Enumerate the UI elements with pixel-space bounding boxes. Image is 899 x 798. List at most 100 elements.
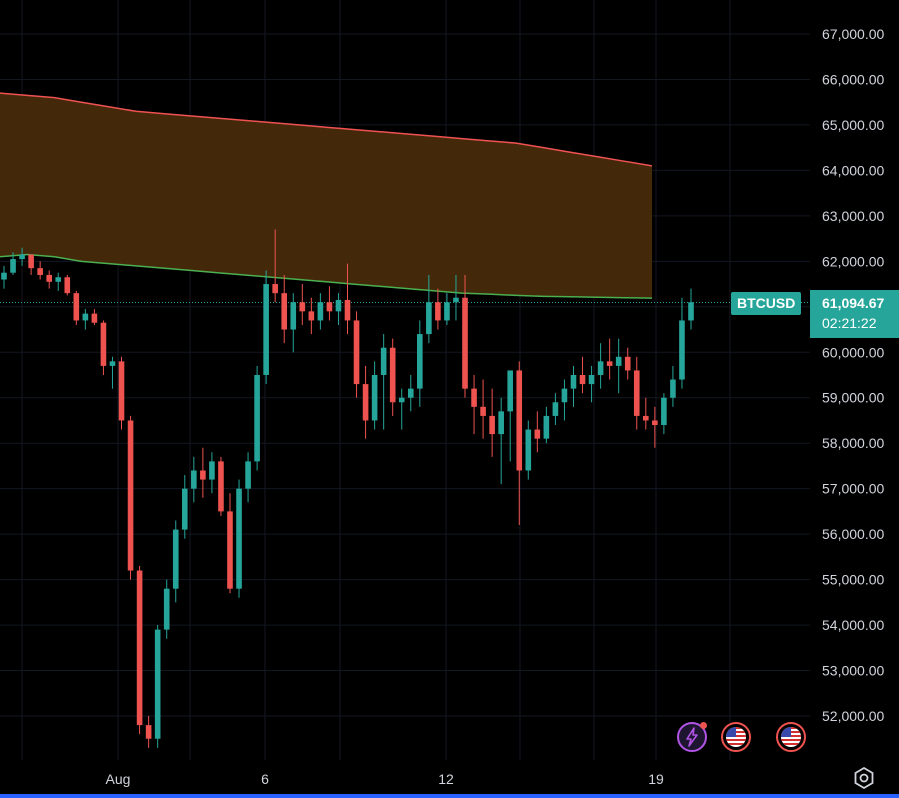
candle-body xyxy=(353,320,360,385)
candle-body xyxy=(597,361,604,375)
time-axis: Aug 6 12 19 xyxy=(106,771,664,787)
candle-body xyxy=(64,277,71,294)
candle-body xyxy=(73,293,80,321)
symbol-badge: BTCUSD xyxy=(731,292,802,315)
candle-body xyxy=(326,302,333,312)
countdown-timer: 02:21:22 xyxy=(822,315,877,331)
lightning-icon[interactable] xyxy=(677,722,707,752)
price-tick-label: 54,000.00 xyxy=(822,617,884,633)
candle-body xyxy=(543,415,550,439)
candle-body xyxy=(670,379,676,398)
candle-body xyxy=(552,402,559,416)
last-price: 61,094.67 xyxy=(822,295,885,311)
candle-body xyxy=(28,254,34,269)
candle-body xyxy=(236,488,242,589)
candle-body xyxy=(570,375,577,389)
candle-body xyxy=(380,347,387,375)
candle-body xyxy=(263,284,269,375)
price-tick-label: 66,000.00 xyxy=(822,71,884,87)
candle-body xyxy=(145,725,152,739)
candle-body xyxy=(335,299,342,312)
candle-body xyxy=(55,277,62,282)
candle-body xyxy=(181,488,188,530)
candle-body xyxy=(317,302,324,321)
date-label: 6 xyxy=(261,771,269,787)
candle-body xyxy=(191,470,197,489)
candle-body xyxy=(254,375,260,462)
candle-body xyxy=(1,272,7,280)
price-tick-label: 62,000.00 xyxy=(822,253,884,269)
price-tick-label: 58,000.00 xyxy=(822,435,884,451)
candle-body xyxy=(82,313,89,321)
candle-body xyxy=(471,388,477,407)
candle-body xyxy=(281,293,288,330)
candle-body xyxy=(299,302,306,312)
candle-body xyxy=(362,384,369,421)
candle-body xyxy=(127,420,134,571)
band-lower-line xyxy=(0,253,653,299)
us-flag-icon[interactable] xyxy=(776,722,806,752)
candle-body xyxy=(37,268,43,275)
price-tick-label: 67,000.00 xyxy=(822,26,884,42)
candle-body xyxy=(91,313,98,323)
price-tick-label: 53,000.00 xyxy=(822,663,884,679)
date-label: Aug xyxy=(106,771,131,787)
date-label: 12 xyxy=(438,771,454,787)
candle-body xyxy=(588,375,595,385)
candle-body xyxy=(561,388,568,403)
price-tick-label: 65,000.00 xyxy=(822,117,884,133)
candle-body xyxy=(209,461,215,480)
candle-body xyxy=(624,356,631,371)
bottom-accent-bar xyxy=(0,794,899,798)
candle-body xyxy=(643,415,649,421)
date-label: 19 xyxy=(648,771,664,787)
candle-body xyxy=(480,406,486,416)
candle-body xyxy=(525,429,532,471)
candle-body xyxy=(344,299,351,321)
candle-body xyxy=(200,470,206,480)
candle-body xyxy=(218,461,224,512)
candle-body xyxy=(606,361,613,366)
candle-body xyxy=(154,629,161,739)
candle-body xyxy=(679,320,685,380)
candle-body xyxy=(688,302,694,321)
candle-body xyxy=(308,311,315,321)
candle-body xyxy=(163,588,170,630)
candle-body xyxy=(398,397,405,403)
last-price-badge: 61,094.67 02:21:22 xyxy=(810,290,899,338)
price-axis: 67,000.00 66,000.00 65,000.00 64,000.00 63,0… xyxy=(822,26,884,724)
us-flag-icon[interactable] xyxy=(721,722,751,752)
candle-body xyxy=(172,529,179,589)
band-upper-line xyxy=(0,92,653,167)
price-tick-label: 57,000.00 xyxy=(822,481,884,497)
candles xyxy=(1,229,694,748)
price-tick-label: 60,000.00 xyxy=(822,344,884,360)
candle-body xyxy=(245,461,251,489)
candle-body xyxy=(118,361,125,421)
price-tick-label: 55,000.00 xyxy=(822,572,884,588)
candle-body xyxy=(661,397,667,426)
candle-body xyxy=(435,302,441,321)
candle-body xyxy=(615,356,622,366)
candle-body xyxy=(534,429,541,439)
candle-body xyxy=(579,375,586,385)
candle-body xyxy=(46,274,52,282)
candle-body xyxy=(272,284,278,294)
candle-body xyxy=(371,375,378,421)
candle-body xyxy=(10,259,16,273)
candle-body xyxy=(417,334,423,389)
candle-body xyxy=(100,322,107,366)
settings-icon[interactable] xyxy=(852,766,876,790)
candle-body xyxy=(407,388,414,398)
candle-body xyxy=(507,370,514,412)
candle-body xyxy=(453,297,459,303)
price-tick-label: 64,000.00 xyxy=(822,162,884,178)
candle-body xyxy=(389,347,396,403)
candle-body xyxy=(426,302,432,335)
candle-body xyxy=(109,361,116,366)
price-tick-label: 59,000.00 xyxy=(822,390,884,406)
candle-body xyxy=(633,370,640,416)
candle-body xyxy=(290,302,297,330)
candle-body xyxy=(489,415,495,435)
